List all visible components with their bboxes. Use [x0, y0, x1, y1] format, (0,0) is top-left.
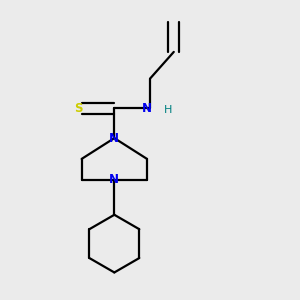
Text: N: N	[141, 102, 152, 115]
Text: S: S	[74, 102, 83, 115]
Text: N: N	[109, 132, 119, 145]
Text: N: N	[109, 173, 119, 186]
Text: H: H	[164, 105, 172, 115]
